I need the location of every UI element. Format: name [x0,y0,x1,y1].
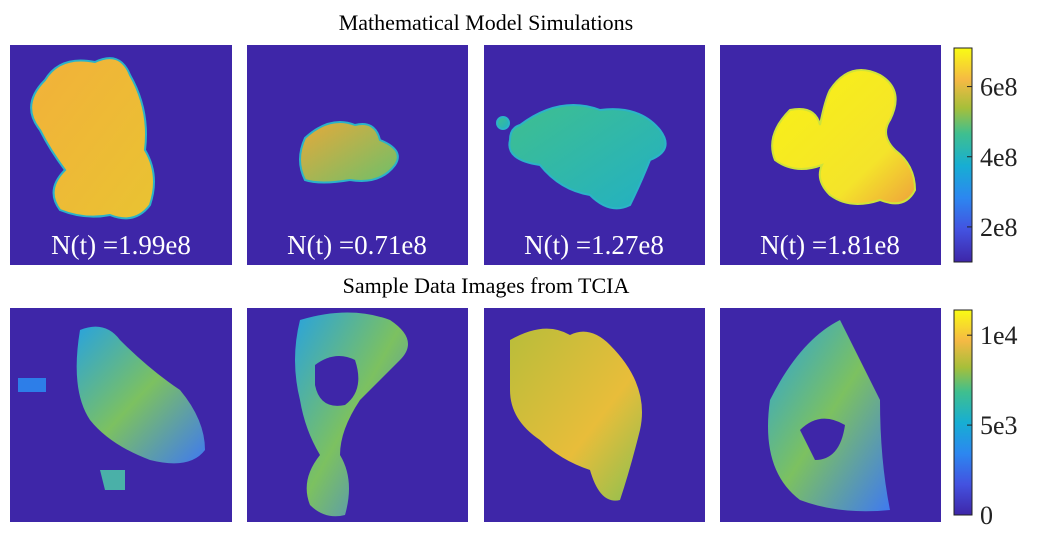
tick-label: 1e4 [980,321,1018,350]
colorbar [954,48,972,262]
tick-label: 0 [980,501,993,530]
panel-label: N(t) =1.99e8 [51,230,191,260]
tick-label: 2e8 [980,213,1018,242]
scan [18,378,46,392]
figure: Mathematical Model Simulations Sample Da… [0,0,1048,532]
tick-label: 5e3 [980,411,1018,440]
panel-label: N(t) =1.81e8 [760,230,900,260]
colorbar [954,310,972,515]
tumor [497,117,509,129]
bottom-title: Sample Data Images from TCIA [343,273,630,298]
panel-label: N(t) =0.71e8 [287,230,427,260]
panel-label: N(t) =1.27e8 [524,230,664,260]
top-title: Mathematical Model Simulations [339,10,634,35]
tick-label: 4e8 [980,143,1018,172]
tick-label: 6e8 [980,73,1018,102]
